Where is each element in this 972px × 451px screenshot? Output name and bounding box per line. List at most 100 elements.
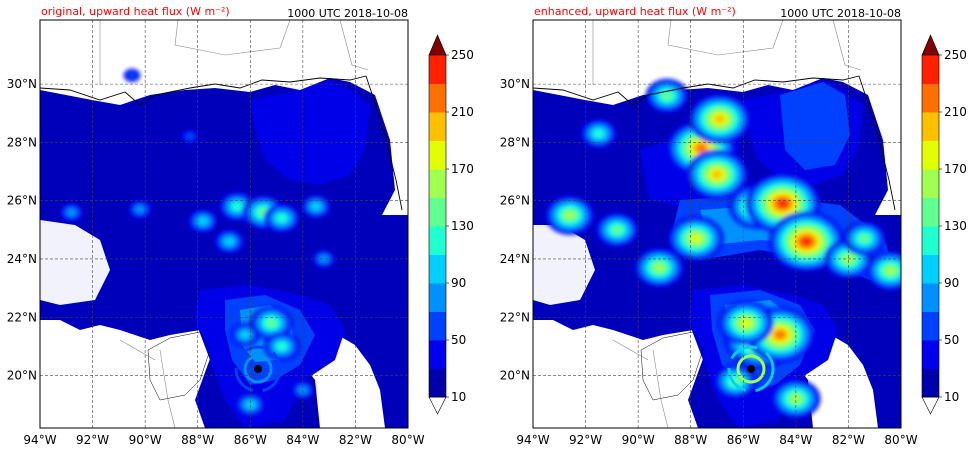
colorbar-tick-label: 170 <box>451 162 474 176</box>
convective-cell <box>712 170 722 179</box>
colorbar-bin <box>429 311 446 341</box>
convective-cell <box>266 319 277 328</box>
convective-cell <box>240 330 251 339</box>
x-tick-label: 86°W <box>727 433 760 447</box>
axis-ticks: 94°W 92°W 90°W 88°W 86°W 84°W 82°W 80°W 20°N 22°N… <box>7 77 425 447</box>
x-tick-label: 84°W <box>779 433 812 447</box>
colorbar-tick-label: 130 <box>944 219 967 233</box>
panel-enhanced: enhanced, upward heat flux (W m⁻²) 1000 … <box>500 5 967 447</box>
convective-cell <box>775 330 786 339</box>
convective-cell <box>245 400 256 409</box>
convective-cell <box>127 71 137 80</box>
convective-cell <box>276 342 287 351</box>
convective-cell <box>696 144 707 153</box>
colorbar-bin <box>429 169 446 198</box>
colorbar-bin <box>429 55 446 84</box>
convective-cell <box>612 225 623 234</box>
y-tick-label: 20°N <box>500 369 530 383</box>
x-tick-label: 80°W <box>391 433 424 447</box>
colorbar-tick-label: 250 <box>451 48 474 62</box>
hurricane-eye-marker <box>727 345 775 393</box>
convective-cell <box>690 234 701 243</box>
convective-cell <box>777 199 788 208</box>
colorbar-bin <box>922 254 939 284</box>
convective-cell <box>859 234 870 243</box>
convective-cell <box>276 214 287 223</box>
gridlines <box>533 20 901 428</box>
x-tick-label: 88°W <box>181 433 214 447</box>
colorbar-extend-min <box>921 396 940 415</box>
y-tick-label: 26°N <box>7 194 37 208</box>
hurricane-eye-marker <box>234 345 282 393</box>
colorbar-bin <box>922 226 939 255</box>
colorbar-bin <box>922 112 939 141</box>
colorbar-bin <box>922 169 939 198</box>
x-tick-label: 90°W <box>129 433 162 447</box>
y-tick-label: 22°N <box>500 310 530 324</box>
convective-cell <box>311 202 321 211</box>
colorbar: 10 50 90 130 170 210 250 <box>921 34 967 415</box>
convective-cells <box>545 78 901 419</box>
panel-original: original, upward heat flux (W m⁻²) 1000 … <box>7 5 474 447</box>
y-tick-label: 30°N <box>7 77 37 91</box>
colorbar-bin <box>429 254 446 284</box>
y-tick-label: 26°N <box>500 194 530 208</box>
x-tick-label: 94°W <box>516 433 549 447</box>
colorbar-bin <box>922 55 939 84</box>
x-tick-label: 84°W <box>286 433 319 447</box>
x-tick-label: 88°W <box>674 433 707 447</box>
convective-cell <box>740 319 751 328</box>
colorbar-bin <box>922 283 939 312</box>
convective-cell <box>197 217 208 226</box>
panel-time-label: 1000 UTC 2018-10-08 <box>287 7 408 20</box>
y-tick-label: 28°N <box>7 135 37 149</box>
colorbar-bin <box>429 140 446 170</box>
colorbar-tick-label: 50 <box>944 333 959 347</box>
convective-cell <box>662 91 673 100</box>
colorbar-bin <box>429 340 446 369</box>
colorbar-bin <box>429 226 446 255</box>
convective-cell <box>714 115 725 124</box>
convective-cell <box>790 394 801 403</box>
y-tick-label: 24°N <box>7 252 37 266</box>
y-tick-label: 24°N <box>500 252 530 266</box>
colorbar-bin <box>922 340 939 369</box>
colorbar-bin <box>922 197 939 227</box>
convective-cell <box>318 254 329 263</box>
convective-cell <box>593 129 604 138</box>
colorbar-tick-label: 90 <box>451 276 466 290</box>
colorbar-bin <box>429 197 446 227</box>
colorbar-extend-max <box>428 34 447 56</box>
x-tick-label: 94°W <box>23 433 56 447</box>
colorbar-bin <box>429 83 446 113</box>
colorbar: 10 50 90 130 170 210 250 <box>428 34 474 415</box>
borders <box>592 20 862 428</box>
colorbar-tick-label: 250 <box>944 48 967 62</box>
colorbar-tick-label: 210 <box>451 105 474 119</box>
x-tick-label: 80°W <box>884 433 917 447</box>
colorbar-bin <box>922 140 939 170</box>
x-tick-label: 92°W <box>76 433 109 447</box>
convective-cell <box>66 208 77 217</box>
panel-title: enhanced, upward heat flux (W m⁻²) <box>534 5 736 18</box>
convective-cell <box>134 205 145 214</box>
colorbar-bin <box>922 311 939 341</box>
x-tick-label: 82°W <box>832 433 865 447</box>
x-tick-label: 86°W <box>234 433 267 447</box>
x-tick-label: 92°W <box>569 433 602 447</box>
y-tick-label: 30°N <box>500 77 530 91</box>
colorbar-bin <box>922 368 939 398</box>
colorbar-bin <box>429 283 446 312</box>
colorbar-tick-label: 210 <box>944 105 967 119</box>
colorbar-tick-label: 10 <box>451 390 466 404</box>
colorbar-tick-label: 50 <box>451 333 466 347</box>
y-tick-label: 20°N <box>7 369 37 383</box>
panel-title: original, upward heat flux (W m⁻²) <box>41 5 230 18</box>
colorbar-tick-label: 170 <box>944 162 967 176</box>
convective-cell <box>564 211 575 220</box>
panel-time-label: 1000 UTC 2018-10-08 <box>780 7 901 20</box>
convective-cell <box>801 237 812 246</box>
colorbar-tick-label: 10 <box>944 390 959 404</box>
colorbar-extend-min <box>428 396 447 415</box>
